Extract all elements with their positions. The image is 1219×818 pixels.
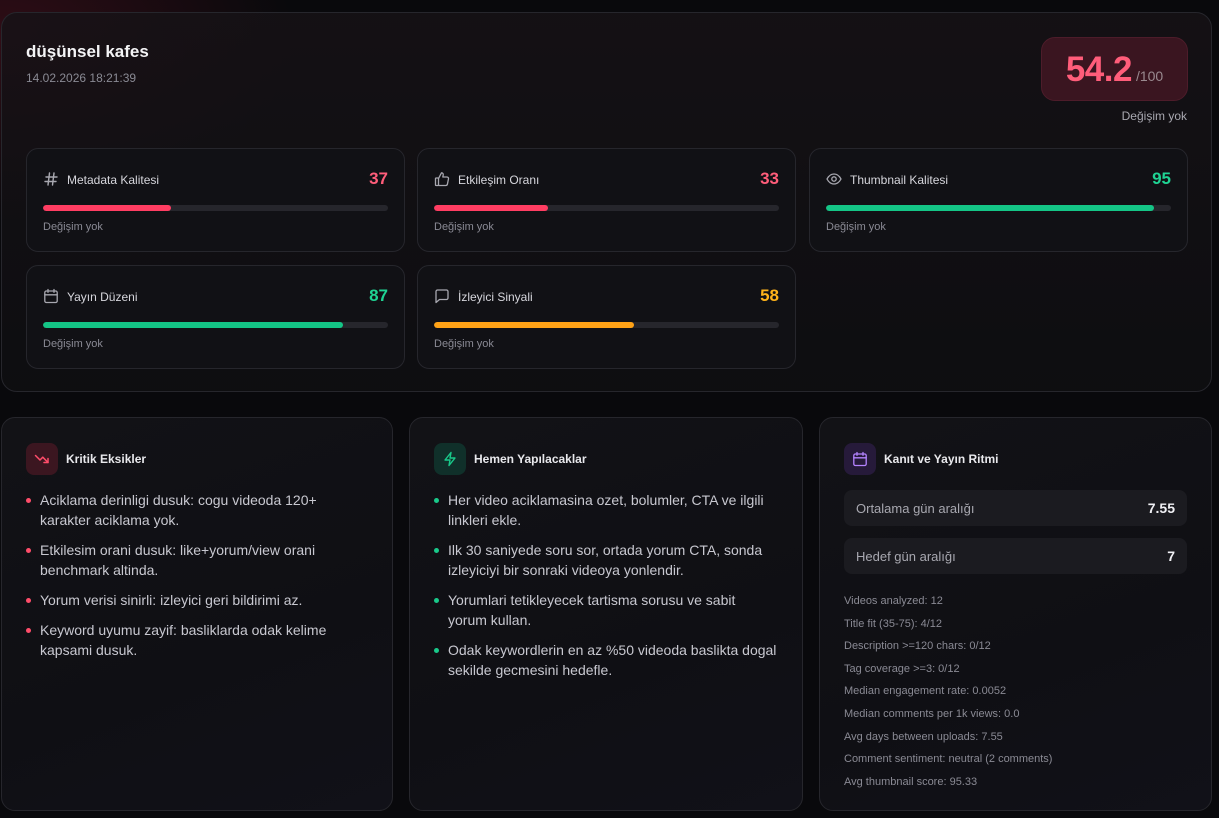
eye-icon	[826, 171, 842, 187]
metric-change: Değişim yok	[43, 338, 103, 350]
evidence-line: Tag coverage >=3: 0/12	[844, 662, 960, 675]
list-item: Aciklama derinligi dusuk: cogu videoda 1…	[26, 490, 368, 530]
evidence-title: Kanıt ve Yayın Ritmi	[884, 452, 999, 466]
metric-card-audience: İzleyici Sinyali 58 Değişim yok	[417, 265, 796, 369]
list-item: Etkilesim orani dusuk: like+yorum/view o…	[26, 540, 368, 580]
thumbs-up-icon	[434, 171, 450, 187]
channel-title: düşünsel kafes	[26, 42, 149, 61]
stat-value: 7.55	[1147, 500, 1175, 516]
evidence-line: Median engagement rate: 0.0052	[844, 685, 1007, 698]
evidence-line: Videos analyzed: 12	[844, 595, 943, 607]
metric-value: 58	[760, 286, 779, 305]
metric-progress-track	[43, 205, 388, 211]
metric-value: 37	[369, 169, 388, 188]
stat-row-target-interval: Hedef gün aralığı 7	[844, 538, 1187, 574]
metric-change: Değişim yok	[826, 221, 886, 233]
overall-score-max: /100	[1135, 68, 1164, 84]
metric-label: Etkileşim Oranı	[458, 173, 540, 187]
metric-card-engagement: Etkileşim Oranı 33 Değişim yok	[417, 148, 796, 252]
metric-label: Metadata Kalitesi	[67, 173, 160, 187]
list-item: Ilk 30 saniyede soru sor, ortada yorum C…	[434, 540, 778, 580]
metric-progress-fill	[43, 322, 344, 328]
evidence-card: Kanıt ve Yayın Ritmi Ortalama gün aralığ…	[819, 417, 1212, 811]
evidence-line: Avg thumbnail score: 95.33	[844, 775, 978, 788]
trending-down-icon	[26, 443, 58, 475]
evidence-line: Title fit (35-75): 4/12	[844, 617, 943, 630]
evidence-line: Median comments per 1k views: 0.0	[844, 707, 1020, 720]
metric-progress-fill	[434, 205, 548, 211]
overview-panel: düşünsel kafes 14.02.2026 18:21:39 54.2 …	[1, 12, 1212, 392]
evidence-line: Description >=120 chars: 0/12	[844, 640, 991, 653]
metric-label: Yayın Düzeni	[67, 290, 138, 304]
hash-icon	[43, 171, 59, 187]
metric-progress-track	[434, 322, 779, 328]
message-icon	[434, 288, 450, 304]
metric-progress-track	[43, 322, 388, 328]
metric-progress-fill	[43, 205, 171, 211]
list-item: Her video aciklamasina ozet, bolumler, C…	[434, 490, 778, 530]
metric-card-thumbnail: Thumbnail Kalitesi 95 Değişim yok	[809, 148, 1188, 252]
overall-score-change: Değişim yok	[1121, 109, 1187, 123]
metric-value: 95	[1152, 169, 1171, 188]
metric-progress-fill	[434, 322, 635, 328]
stat-label: Ortalama gün aralığı	[856, 500, 975, 516]
metric-value: 33	[760, 169, 779, 188]
quick-actions-list: Her video aciklamasina ozet, bolumler, C…	[434, 490, 778, 690]
metric-value: 87	[369, 286, 388, 305]
metric-progress-track	[826, 205, 1171, 211]
metric-label: İzleyici Sinyali	[458, 290, 533, 304]
lightning-icon	[434, 443, 466, 475]
critical-issues-title: Kritik Eksikler	[66, 452, 147, 466]
stat-label: Hedef gün aralığı	[856, 548, 956, 564]
evidence-list: Videos analyzed: 12 Title fit (35-75): 4…	[844, 590, 1052, 793]
critical-issues-list: Aciklama derinligi dusuk: cogu videoda 1…	[26, 490, 368, 670]
metric-card-schedule: Yayın Düzeni 87 Değişim yok	[26, 265, 405, 369]
list-item: Yorum verisi sinirli: izleyici geri bild…	[26, 590, 368, 610]
metric-change: Değişim yok	[43, 221, 103, 233]
metric-label: Thumbnail Kalitesi	[850, 173, 949, 187]
list-item: Yorumlari tetikleyecek tartisma sorusu v…	[434, 590, 778, 630]
metric-change: Değişim yok	[434, 338, 494, 350]
metric-progress-fill	[826, 205, 1154, 211]
list-item: Keyword uyumu zayif: basliklarda odak ke…	[26, 620, 368, 660]
stat-value: 7	[1167, 548, 1175, 564]
quick-actions-card: Hemen Yapılacaklar Her video aciklamasin…	[409, 417, 803, 811]
metric-change: Değişim yok	[434, 221, 494, 233]
stat-row-average-interval: Ortalama gün aralığı 7.55	[844, 490, 1187, 526]
calendar-icon	[43, 288, 59, 304]
metric-progress-track	[434, 205, 779, 211]
list-item: Odak keywordlerin en az %50 videoda basl…	[434, 640, 778, 680]
report-timestamp: 14.02.2026 18:21:39	[26, 71, 137, 85]
evidence-line: Comment sentiment: neutral (2 comments)	[844, 753, 1053, 766]
calendar-icon	[844, 443, 876, 475]
overall-score-badge: 54.2 /100	[1041, 37, 1188, 101]
quick-actions-title: Hemen Yapılacaklar	[474, 452, 587, 466]
metric-card-metadata: Metadata Kalitesi 37 Değişim yok	[26, 148, 405, 252]
critical-issues-card: Kritik Eksikler Aciklama derinligi dusuk…	[1, 417, 393, 811]
overall-score-value: 54.2	[1065, 50, 1133, 89]
evidence-line: Avg days between uploads: 7.55	[844, 730, 1003, 743]
